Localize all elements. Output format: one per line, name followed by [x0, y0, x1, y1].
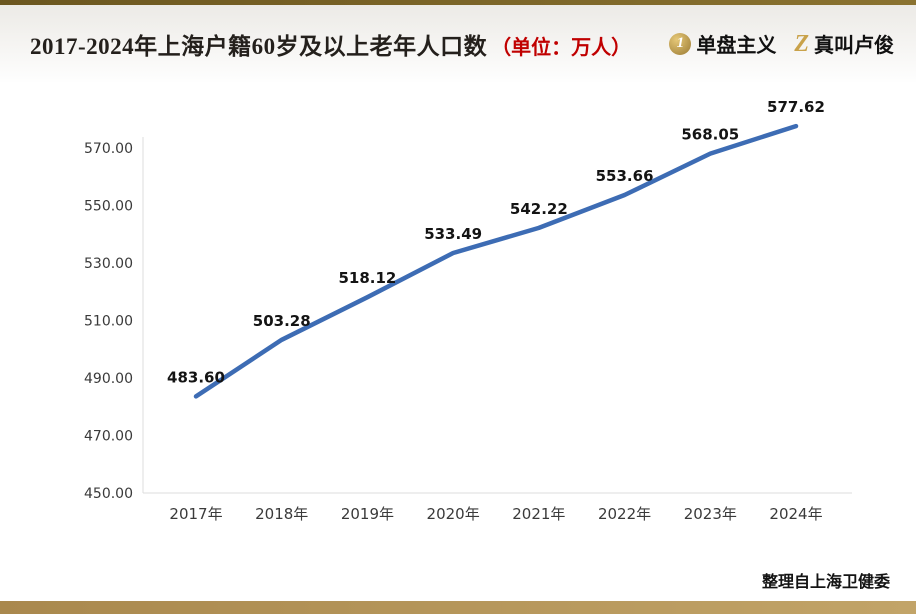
y-tick-label: 510.00 [84, 314, 133, 330]
brand-logos: 1 单盘主义 Z 真叫卢俊 [669, 29, 894, 58]
x-tick-label: 2022年 [598, 505, 651, 523]
x-tick-label: 2017年 [169, 505, 222, 523]
data-label: 568.05 [681, 126, 739, 144]
data-label: 533.49 [424, 225, 482, 243]
bottom-accent-strip [0, 601, 916, 614]
y-tick-label: 470.00 [84, 429, 133, 445]
data-label: 483.60 [167, 368, 225, 386]
data-label: 553.66 [596, 167, 654, 185]
z-logo-icon: Z [794, 30, 809, 57]
brand-danpanzhuyi: 1 单盘主义 [669, 29, 776, 58]
y-tick-label: 490.00 [84, 371, 133, 387]
brand-danpanzhuyi-label: 单盘主义 [696, 35, 777, 57]
chart-area: 450.00 470.00 490.00 510.00 530.00 550.00 570.… [0, 82, 916, 552]
trend-line [193, 123, 799, 399]
x-tick-label: 2024年 [769, 505, 822, 523]
header-banner: 2017-2024年上海户籍60岁及以上老年人口数 （单位：万人） 1 单盘主义… [0, 5, 916, 82]
y-tick-label: 530.00 [84, 256, 133, 272]
x-tick-label: 2021年 [512, 505, 565, 523]
source-note: 整理自上海卫健委 [761, 574, 890, 591]
x-tick-label: 2020年 [427, 505, 480, 523]
data-label: 503.28 [253, 312, 311, 330]
data-label: 542.22 [510, 200, 568, 218]
data-label: 518.12 [338, 269, 396, 287]
y-tick-label: 570.00 [84, 141, 133, 157]
y-tick-label: 550.00 [84, 199, 133, 215]
page-title: 2017-2024年上海户籍60岁及以上老年人口数 （单位：万人） [30, 27, 631, 61]
y-tick-label: 450.00 [84, 486, 133, 502]
line-chart: 450.00 470.00 490.00 510.00 530.00 550.00 570.… [84, 98, 852, 523]
unit-label: （单位：万人） [491, 36, 632, 59]
data-label: 577.62 [767, 98, 825, 116]
chart-title-text: 2017-2024年上海户籍60岁及以上老年人口数 [30, 33, 488, 59]
x-tick-label: 2023年 [684, 505, 737, 523]
x-tick-label: 2018年 [255, 505, 308, 523]
coin-1-icon: 1 [669, 32, 692, 55]
top-accent-strip [0, 0, 916, 5]
x-tick-label: 2019年 [341, 505, 394, 523]
brand-zhenjiaolujun-label: 真叫卢俊 [814, 35, 894, 57]
brand-zhenjiaolujun: Z 真叫卢俊 [794, 29, 894, 58]
